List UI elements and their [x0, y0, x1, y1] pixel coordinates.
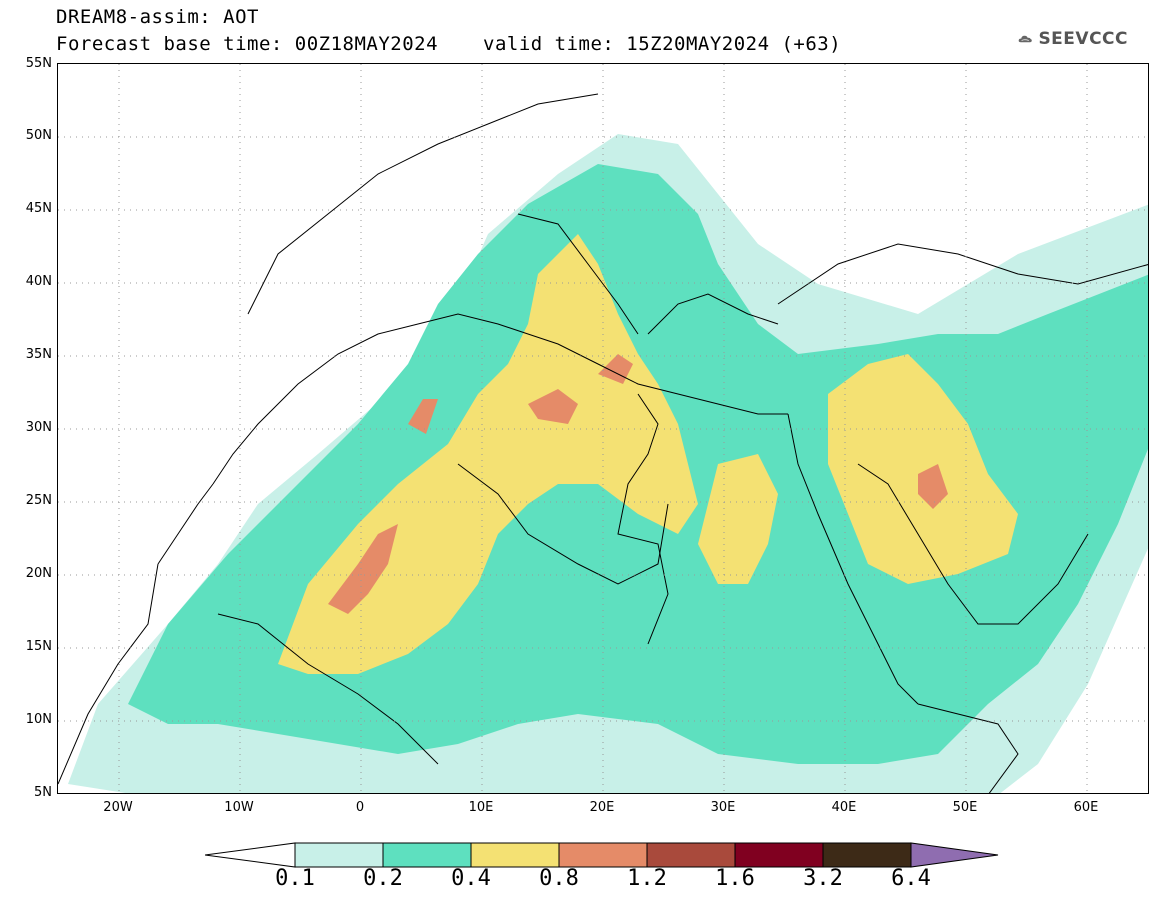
lat-label-55n: 55N [25, 56, 52, 71]
aot-level-0-8 [408, 399, 438, 434]
cloud-icon [1018, 35, 1032, 43]
colorbar-over-arrow [910, 842, 999, 868]
forecast-base-time: Forecast base time: 00Z18MAY2024 [56, 33, 439, 55]
aot-contours [68, 134, 1148, 793]
colorbar-label-4: 1.2 [627, 866, 667, 891]
lon-label-10e: 10E [468, 800, 494, 815]
lat-label-40n: 40N [25, 274, 52, 289]
lat-label-45n: 45N [25, 201, 52, 216]
graticule [58, 64, 1148, 793]
lat-label-10n: 10N [25, 712, 52, 727]
colorbar-swatch-5 [734, 842, 824, 868]
lon-label-0: 0 [355, 800, 365, 815]
lon-label-20w: 20W [103, 800, 133, 815]
lat-label-30n: 30N [25, 420, 52, 435]
lon-label-10w: 10W [224, 800, 254, 815]
aot-level-0-4-central [698, 454, 778, 584]
colorbar-label-0: 0.1 [275, 866, 315, 891]
lon-label-20e: 20E [589, 800, 615, 815]
lon-label-60e: 60E [1073, 800, 1099, 815]
colorbar-swatch-1 [382, 842, 472, 868]
colorbar-label-7: 6.4 [891, 866, 931, 891]
colorbar-label-1: 0.2 [363, 866, 403, 891]
aot-level-0-8 [328, 524, 398, 614]
lat-label-20n: 20N [25, 566, 52, 581]
colorbar-swatch-3 [558, 842, 648, 868]
aot-level-0-8 [598, 354, 633, 384]
lat-label-25n: 25N [25, 493, 52, 508]
colorbar-under-arrow [205, 842, 296, 868]
lat-label-35n: 35N [25, 347, 52, 362]
lat-label-5n: 5N [34, 785, 52, 800]
lon-label-40e: 40E [831, 800, 857, 815]
lon-label-30e: 30E [710, 800, 736, 815]
lat-label-50n: 50N [25, 128, 52, 143]
colorbar-label-3: 0.8 [539, 866, 579, 891]
colorbar-swatch-2 [470, 842, 560, 868]
logo-text: SEEVCCC [1038, 29, 1128, 49]
colorbar-swatch-0 [294, 842, 384, 868]
lon-label-50e: 50E [952, 800, 978, 815]
aot-level-0-4-east [828, 354, 1018, 584]
colorbar-label-2: 0.4 [451, 866, 491, 891]
lat-label-15n: 15N [25, 639, 52, 654]
colorbar-swatch-6 [822, 842, 912, 868]
coastlines [58, 93, 1148, 793]
valid-time: valid time: 15Z20MAY2024 (+63) [483, 33, 842, 55]
aot-map [57, 63, 1149, 794]
colorbar [205, 842, 999, 868]
map-canvas [58, 64, 1148, 793]
colorbar-swatch-4 [646, 842, 736, 868]
map-title: DREAM8-assim: AOT [56, 6, 259, 28]
colorbar-label-6: 3.2 [803, 866, 843, 891]
aot-level-0-8 [918, 464, 948, 509]
seevccc-logo: SEEVCCC [1018, 24, 1128, 54]
colorbar-label-5: 1.6 [715, 866, 755, 891]
aot-level-0-8 [528, 389, 578, 424]
